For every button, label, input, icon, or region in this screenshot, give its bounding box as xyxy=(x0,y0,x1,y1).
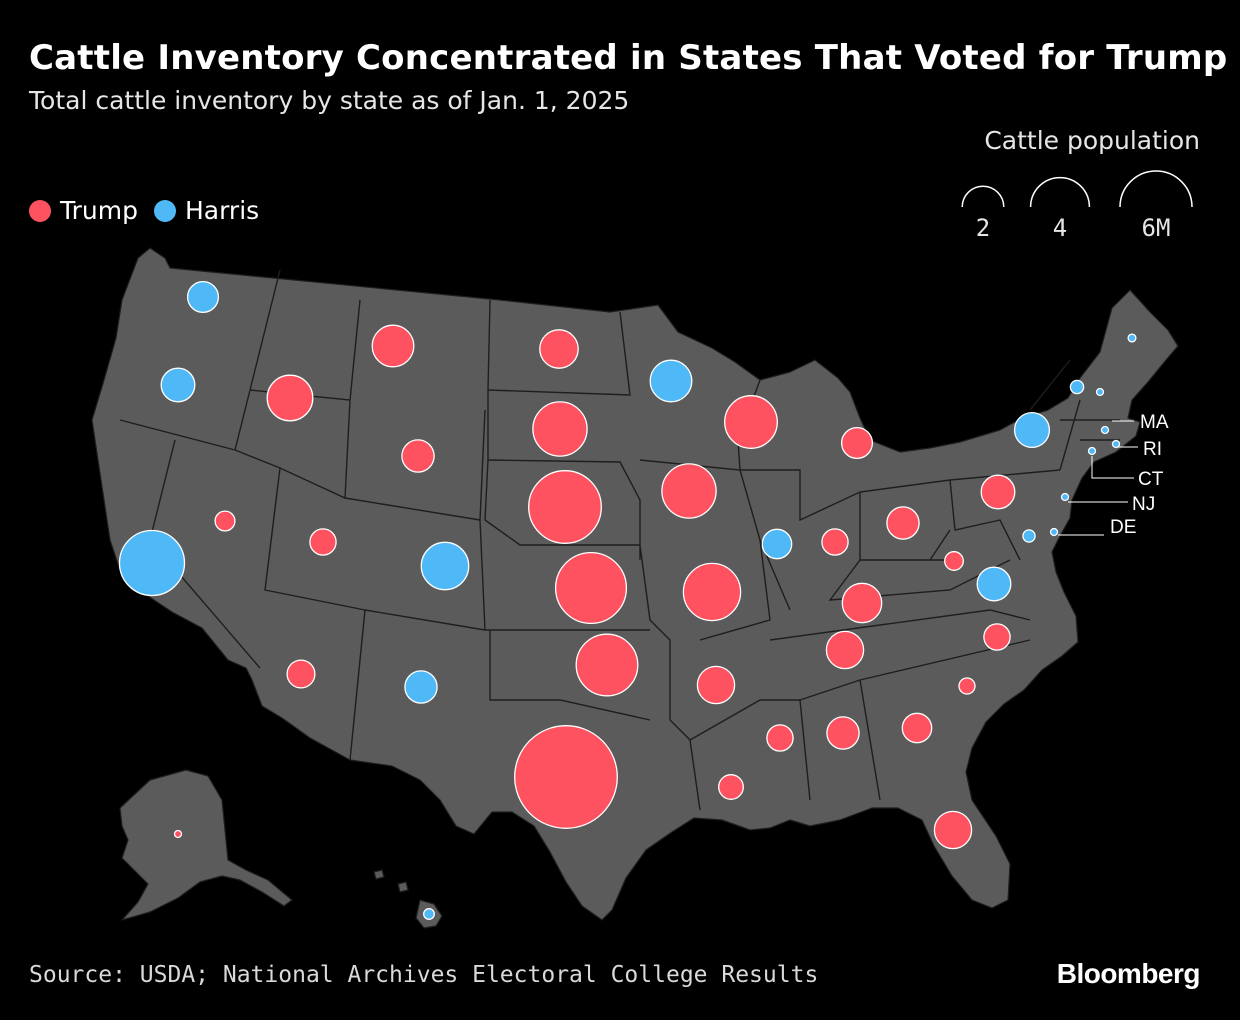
bubble-tn xyxy=(825,630,865,670)
legend-item-harris: Harris xyxy=(153,196,260,225)
bubble-me xyxy=(1127,333,1137,343)
bloomberg-logo: Bloomberg xyxy=(1056,958,1201,989)
bubble-nm xyxy=(404,670,438,704)
bubble-wi xyxy=(724,395,778,449)
bubble-ky xyxy=(841,582,883,624)
bubble-ok xyxy=(575,633,639,697)
bubble-ri xyxy=(1111,439,1121,449)
legend-label-harris: Harris xyxy=(184,196,260,225)
bubble-nv xyxy=(214,510,236,532)
size-legend-arc-2 xyxy=(961,185,1005,208)
bubble-id xyxy=(266,374,314,422)
bubble-wv xyxy=(944,551,964,571)
bubble-mt xyxy=(371,324,415,368)
bubble-al xyxy=(826,716,860,750)
size-legend-label-4: 4 xyxy=(1053,214,1067,242)
land-shapes xyxy=(91,247,1179,929)
size-legend-title: Cattle population xyxy=(984,126,1200,155)
bubble-nh xyxy=(1095,387,1105,397)
bubble-co xyxy=(420,541,470,591)
bubble-mo xyxy=(682,562,742,622)
bubble-ia xyxy=(661,463,717,519)
bubble-tx xyxy=(514,725,618,829)
size-legend-label-6m: 6M xyxy=(1142,214,1171,242)
size-legend-arc-6m xyxy=(1119,170,1193,208)
bubble-nj xyxy=(1060,492,1070,502)
bubble-mn xyxy=(649,359,693,403)
bubble-sd xyxy=(532,401,588,457)
color-legend: Trump Harris xyxy=(29,196,275,225)
state-bubbles xyxy=(118,280,1137,920)
bubble-pa xyxy=(980,474,1016,510)
bubble-in xyxy=(821,528,849,556)
callout-line-ct xyxy=(1091,456,1134,479)
callout-label-ct: CT xyxy=(1138,469,1164,490)
harris-color-swatch xyxy=(153,199,176,222)
source-note: Source: USDA; National Archives Electora… xyxy=(29,962,819,988)
bubble-ga xyxy=(901,712,933,744)
hawaii-shape xyxy=(373,869,443,929)
size-legend-arc-4 xyxy=(1029,177,1091,208)
legend-label-trump: Trump xyxy=(60,196,138,225)
size-legend-label-2: 2 xyxy=(976,214,990,242)
callout-label-ma: MA xyxy=(1140,412,1169,433)
chart-subtitle: Total cattle inventory by state as of Ja… xyxy=(29,86,630,115)
callout-label-de: DE xyxy=(1110,517,1136,538)
bubble-ak xyxy=(173,829,183,839)
bubble-sc xyxy=(958,677,976,695)
bubble-fl xyxy=(933,810,973,850)
bubble-mi xyxy=(840,426,874,460)
bubble-ma xyxy=(1100,425,1110,435)
bubble-vt xyxy=(1069,379,1085,395)
alaska-shape xyxy=(119,769,293,921)
bubble-az xyxy=(286,659,316,689)
legend-item-trump: Trump xyxy=(29,196,138,225)
bubble-ne xyxy=(528,470,602,544)
bubble-ks xyxy=(554,551,628,625)
bubble-wy xyxy=(401,439,435,473)
bubble-va xyxy=(976,566,1012,602)
bubble-wa xyxy=(186,280,220,314)
bubble-ms xyxy=(766,724,794,752)
callout-label-nj: NJ xyxy=(1132,494,1155,515)
bubble-ny xyxy=(1013,411,1051,449)
bubble-ut xyxy=(309,528,337,556)
bubble-md xyxy=(1022,529,1036,543)
chart-title: Cattle Inventory Concentrated in States … xyxy=(29,38,1228,78)
callout-label-ri: RI xyxy=(1143,439,1162,460)
bubble-ca xyxy=(118,529,186,597)
bubble-oh xyxy=(886,506,920,540)
bubble-de xyxy=(1049,527,1059,537)
bubble-hi xyxy=(423,908,435,920)
bubble-nc xyxy=(983,623,1011,651)
bubble-ar xyxy=(696,665,736,705)
bubble-la xyxy=(718,774,744,800)
bubble-ct xyxy=(1087,446,1097,456)
size-legend: 2 4 6M xyxy=(961,170,1193,242)
bubble-il xyxy=(761,528,793,560)
bubble-nd xyxy=(539,329,579,369)
trump-color-swatch xyxy=(29,199,51,222)
contiguous-us-shape xyxy=(91,247,1179,921)
bubble-or xyxy=(160,367,196,403)
